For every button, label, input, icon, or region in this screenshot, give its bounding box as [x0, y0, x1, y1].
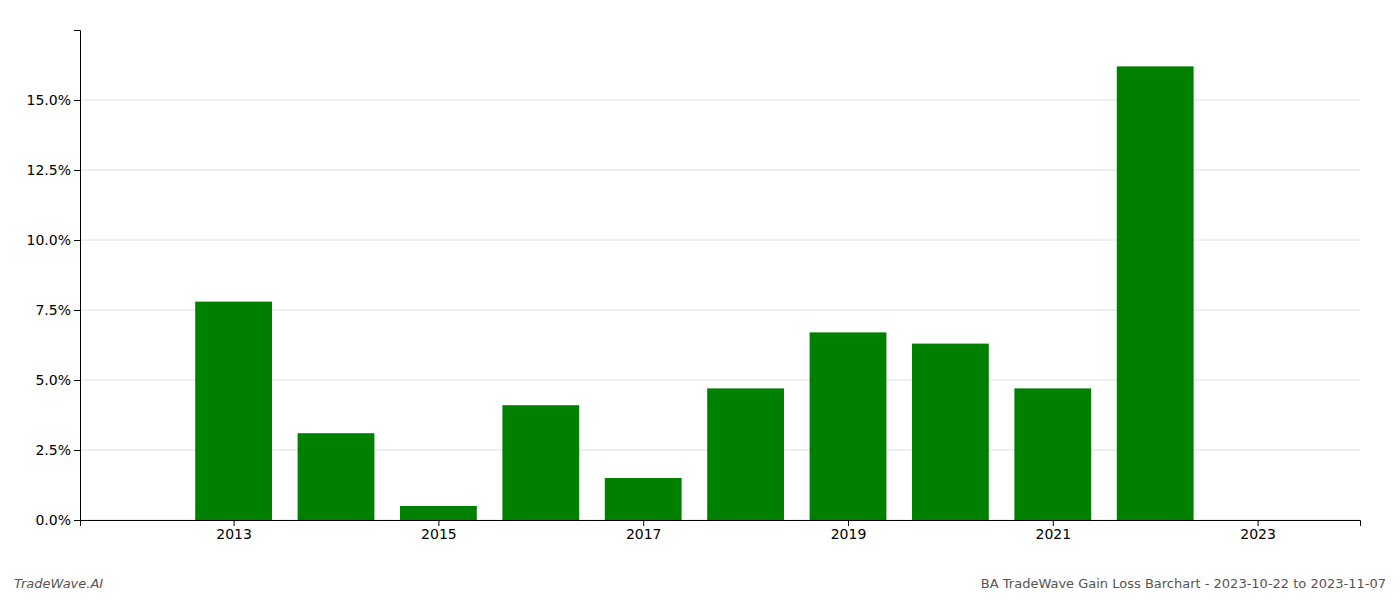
y-tick: 12.5% — [27, 162, 80, 178]
x-tick: 2015 — [421, 520, 457, 542]
y-tick-mark — [74, 450, 80, 451]
y-tick-label: 15.0% — [27, 92, 71, 108]
y-tick-label: 7.5% — [35, 302, 71, 318]
bar — [502, 405, 579, 520]
footer-text: BA TradeWave Gain Loss Barchart - 2023-1… — [981, 576, 1386, 591]
chart-svg: 2013 2015 2017 2019 2021 2023 0.0% 2.5% 5.0% 7.5%… — [0, 0, 1400, 600]
x-axis: 2013 2015 2017 2019 2021 2023 — [81, 520, 1361, 542]
x-tick-label: 2017 — [626, 526, 662, 542]
bar — [195, 302, 272, 520]
y-tick: 0.0% — [35, 512, 80, 528]
x-tick: 2021 — [1035, 520, 1071, 542]
y-axis-line — [74, 31, 81, 521]
bar — [1014, 388, 1091, 520]
x-tick: 2019 — [831, 520, 867, 542]
y-tick: 15.0% — [27, 92, 80, 108]
y-tick-mark — [74, 100, 80, 101]
x-tick-label: 2023 — [1240, 526, 1276, 542]
x-tick-label: 2019 — [831, 526, 867, 542]
y-tick: 5.0% — [35, 372, 80, 388]
y-axis: 0.0% 2.5% 5.0% 7.5% 10.0% 12.5% 15.0% — [27, 31, 81, 528]
bar — [1117, 66, 1194, 520]
y-tick-label: 0.0% — [35, 512, 71, 528]
x-tick-label: 2021 — [1035, 526, 1071, 542]
y-tick: 10.0% — [27, 232, 80, 248]
bar — [912, 344, 989, 520]
x-tick: 2017 — [626, 520, 662, 542]
bar — [400, 506, 477, 520]
y-tick-label: 12.5% — [27, 162, 71, 178]
annotations: TradeWave.AI BA TradeWave Gain Loss Barch… — [14, 576, 1386, 591]
x-tick: 2023 — [1240, 520, 1276, 542]
y-tick-label: 2.5% — [35, 442, 71, 458]
chart-container: 2013 2015 2017 2019 2021 2023 0.0% 2.5% 5.0% 7.5%… — [0, 0, 1400, 600]
y-tick-mark — [74, 380, 80, 381]
bars — [195, 66, 1193, 520]
y-tick-mark — [74, 310, 80, 311]
y-tick-mark — [74, 170, 80, 171]
x-tick-label: 2015 — [421, 526, 457, 542]
x-tick-label: 2013 — [216, 526, 252, 542]
y-tick: 2.5% — [35, 442, 80, 458]
bar — [605, 478, 682, 520]
x-axis-line — [81, 521, 1361, 527]
x-tick: 2013 — [216, 520, 252, 542]
y-tick-mark — [74, 520, 80, 521]
bar — [707, 388, 784, 520]
y-tick-mark — [74, 240, 80, 241]
y-tick: 7.5% — [35, 302, 80, 318]
bar — [810, 332, 887, 520]
footer-text: TradeWave.AI — [14, 576, 103, 591]
y-tick-label: 10.0% — [27, 232, 71, 248]
y-tick-label: 5.0% — [35, 372, 71, 388]
bar — [298, 433, 375, 520]
